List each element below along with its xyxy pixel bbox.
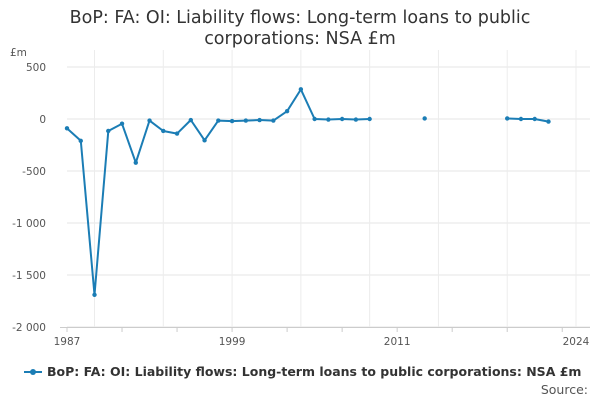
data-point [243, 118, 249, 123]
data-point [202, 138, 207, 143]
axes: 500 0 -500 -1 000 -1 500 -2 000 1987 1999 2011 20… [12, 62, 590, 348]
data-point [174, 131, 180, 136]
data-point [229, 118, 235, 124]
data-point [339, 116, 345, 122]
series-layer [64, 87, 551, 297]
data-point [505, 116, 510, 121]
data-point [64, 126, 70, 131]
grid-lines [67, 50, 590, 328]
data-point [546, 119, 551, 124]
chart-title-line-2: corporations: NSA £m [204, 29, 396, 49]
data-point [367, 116, 372, 122]
legend-series-label: BoP: FA: OI: Liability flows: Long-term … [47, 364, 582, 379]
data-point [106, 128, 111, 134]
data-point [257, 117, 262, 123]
data-point [188, 117, 194, 123]
data-point [298, 87, 304, 92]
data-point [78, 138, 83, 144]
data-point [271, 118, 276, 123]
y-tick-label: -2 000 [12, 322, 46, 334]
y-tick-label: 500 [26, 62, 46, 74]
legend: BoP: FA: OI: Liability flows: Long-term … [24, 364, 581, 379]
x-tick-label: 1987 [54, 336, 81, 348]
series-line [507, 117, 549, 123]
x-tick-label: 1999 [219, 336, 246, 348]
data-point [161, 128, 166, 134]
data-point [147, 118, 152, 123]
data-point [133, 160, 138, 165]
data-point [312, 116, 317, 122]
unit-label: £m [10, 47, 27, 59]
y-tick-label: -1 500 [12, 270, 46, 282]
data-point [326, 117, 331, 122]
data-point [92, 292, 97, 297]
data-point [422, 116, 427, 121]
data-point [353, 117, 359, 122]
legend-series-swatch [24, 367, 42, 377]
y-tick-label: 0 [39, 114, 46, 126]
y-tick-label: -500 [22, 166, 46, 178]
x-tick-label: 2011 [384, 336, 411, 348]
y-tick-label: -1 000 [12, 218, 46, 230]
x-tick-label: 2024 [563, 336, 590, 348]
data-point [119, 121, 125, 126]
chart-title: BoP: FA: OI: Liability flows: Long-term … [20, 8, 580, 50]
data-point [518, 116, 524, 122]
data-point [284, 109, 290, 114]
chart-title-line-1: BoP: FA: OI: Liability flows: Long-term … [69, 8, 531, 28]
source-label: Source: [540, 382, 588, 397]
data-point [532, 116, 537, 122]
data-point [216, 118, 221, 123]
